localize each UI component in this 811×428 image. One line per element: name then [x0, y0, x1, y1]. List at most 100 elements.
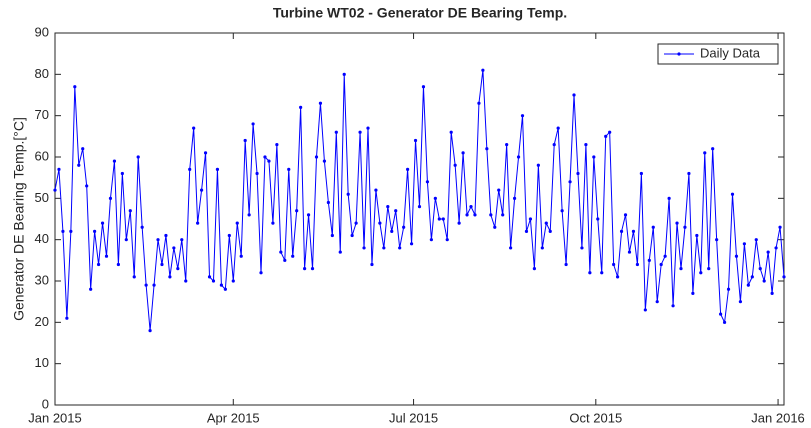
- data-point: [96, 262, 101, 267]
- y-tick-label: 0: [42, 396, 49, 411]
- data-point: [100, 221, 105, 225]
- data-point: [505, 143, 509, 147]
- data-point: [402, 225, 406, 229]
- data-point: [477, 101, 481, 105]
- data-point: [350, 233, 354, 238]
- data-point: [552, 143, 556, 147]
- legend-box: [657, 43, 779, 65]
- data-point: [275, 143, 279, 147]
- data-point: [726, 287, 731, 291]
- data-point: [699, 271, 703, 275]
- data-point: [322, 159, 327, 163]
- data-point: [441, 217, 445, 221]
- data-point: [287, 167, 291, 171]
- data-point: [247, 213, 251, 217]
- data-point: [370, 262, 374, 267]
- data-point: [643, 308, 647, 312]
- data-point: [663, 254, 667, 258]
- data-point: [520, 114, 525, 118]
- data-point: [112, 159, 117, 163]
- data-point: [600, 271, 604, 275]
- data-point: [707, 267, 711, 271]
- y-tick-label: 40: [35, 231, 49, 246]
- data-point: [556, 126, 560, 130]
- data-point: [667, 196, 671, 200]
- data-point: [239, 254, 243, 258]
- data-point: [722, 320, 727, 324]
- data-point: [758, 267, 762, 271]
- data-point: [548, 229, 552, 233]
- data-point: [334, 130, 338, 134]
- data-point: [493, 225, 497, 229]
- data-point: [124, 238, 128, 242]
- data-point: [263, 155, 267, 159]
- data-point: [338, 250, 342, 254]
- y-tick-label: 20: [35, 314, 49, 329]
- data-point: [192, 126, 196, 130]
- data-point: [65, 316, 69, 320]
- data-point: [231, 279, 235, 283]
- data-point: [774, 246, 778, 250]
- data-point: [651, 225, 655, 229]
- data-point: [778, 225, 782, 229]
- data-point: [592, 155, 596, 159]
- data-point: [540, 246, 544, 250]
- data-point: [283, 258, 287, 262]
- data-point: [746, 283, 750, 287]
- data-point: [738, 300, 743, 304]
- data-point: [61, 229, 65, 233]
- data-point: [421, 85, 426, 89]
- data-point: [497, 188, 501, 192]
- data-point: [635, 262, 640, 267]
- data-point: [631, 229, 636, 233]
- data-point: [73, 85, 77, 89]
- data-point: [326, 200, 330, 205]
- data-point: [742, 242, 746, 246]
- data-point: [730, 192, 735, 196]
- data-point: [279, 250, 283, 254]
- data-point: [509, 246, 513, 250]
- data-point: [754, 238, 758, 242]
- data-point: [207, 275, 212, 279]
- data-point: [366, 126, 370, 130]
- data-point: [445, 238, 449, 242]
- data-point: [136, 155, 140, 159]
- data-point: [524, 229, 529, 233]
- data-point: [449, 130, 453, 134]
- data-point: [299, 105, 303, 109]
- data-point: [564, 262, 568, 267]
- data-point: [314, 155, 319, 159]
- data-point: [560, 209, 564, 213]
- data-point: [223, 287, 227, 291]
- data-point: [160, 262, 164, 267]
- data-point: [409, 242, 414, 246]
- legend-label: Daily Data: [700, 45, 761, 60]
- data-point: [85, 184, 89, 188]
- data-point: [358, 130, 362, 134]
- data-point: [568, 180, 572, 184]
- y-tick-label: 30: [35, 272, 49, 287]
- data-point: [108, 196, 113, 200]
- data-point: [516, 155, 521, 159]
- x-tick-label: Jan 2016: [751, 410, 805, 425]
- data-point: [132, 275, 136, 279]
- data-point: [465, 213, 469, 217]
- data-point: [196, 221, 200, 225]
- data-point: [255, 171, 259, 176]
- data-point: [639, 171, 643, 176]
- data-point: [69, 229, 73, 233]
- y-tick-label: 60: [35, 148, 49, 163]
- data-point: [215, 167, 220, 171]
- data-point: [469, 205, 473, 209]
- data-point: [227, 233, 231, 238]
- y-axis-label: Generator DE Bearing Temp.[°C]: [11, 117, 27, 321]
- y-tick-label: 50: [35, 190, 49, 205]
- data-point: [116, 262, 120, 267]
- data-point: [501, 213, 505, 217]
- data-point: [188, 167, 192, 171]
- data-point: [647, 258, 651, 262]
- data-point: [659, 262, 663, 267]
- data-point: [536, 163, 540, 167]
- data-point: [390, 229, 394, 233]
- data-point: [306, 213, 311, 217]
